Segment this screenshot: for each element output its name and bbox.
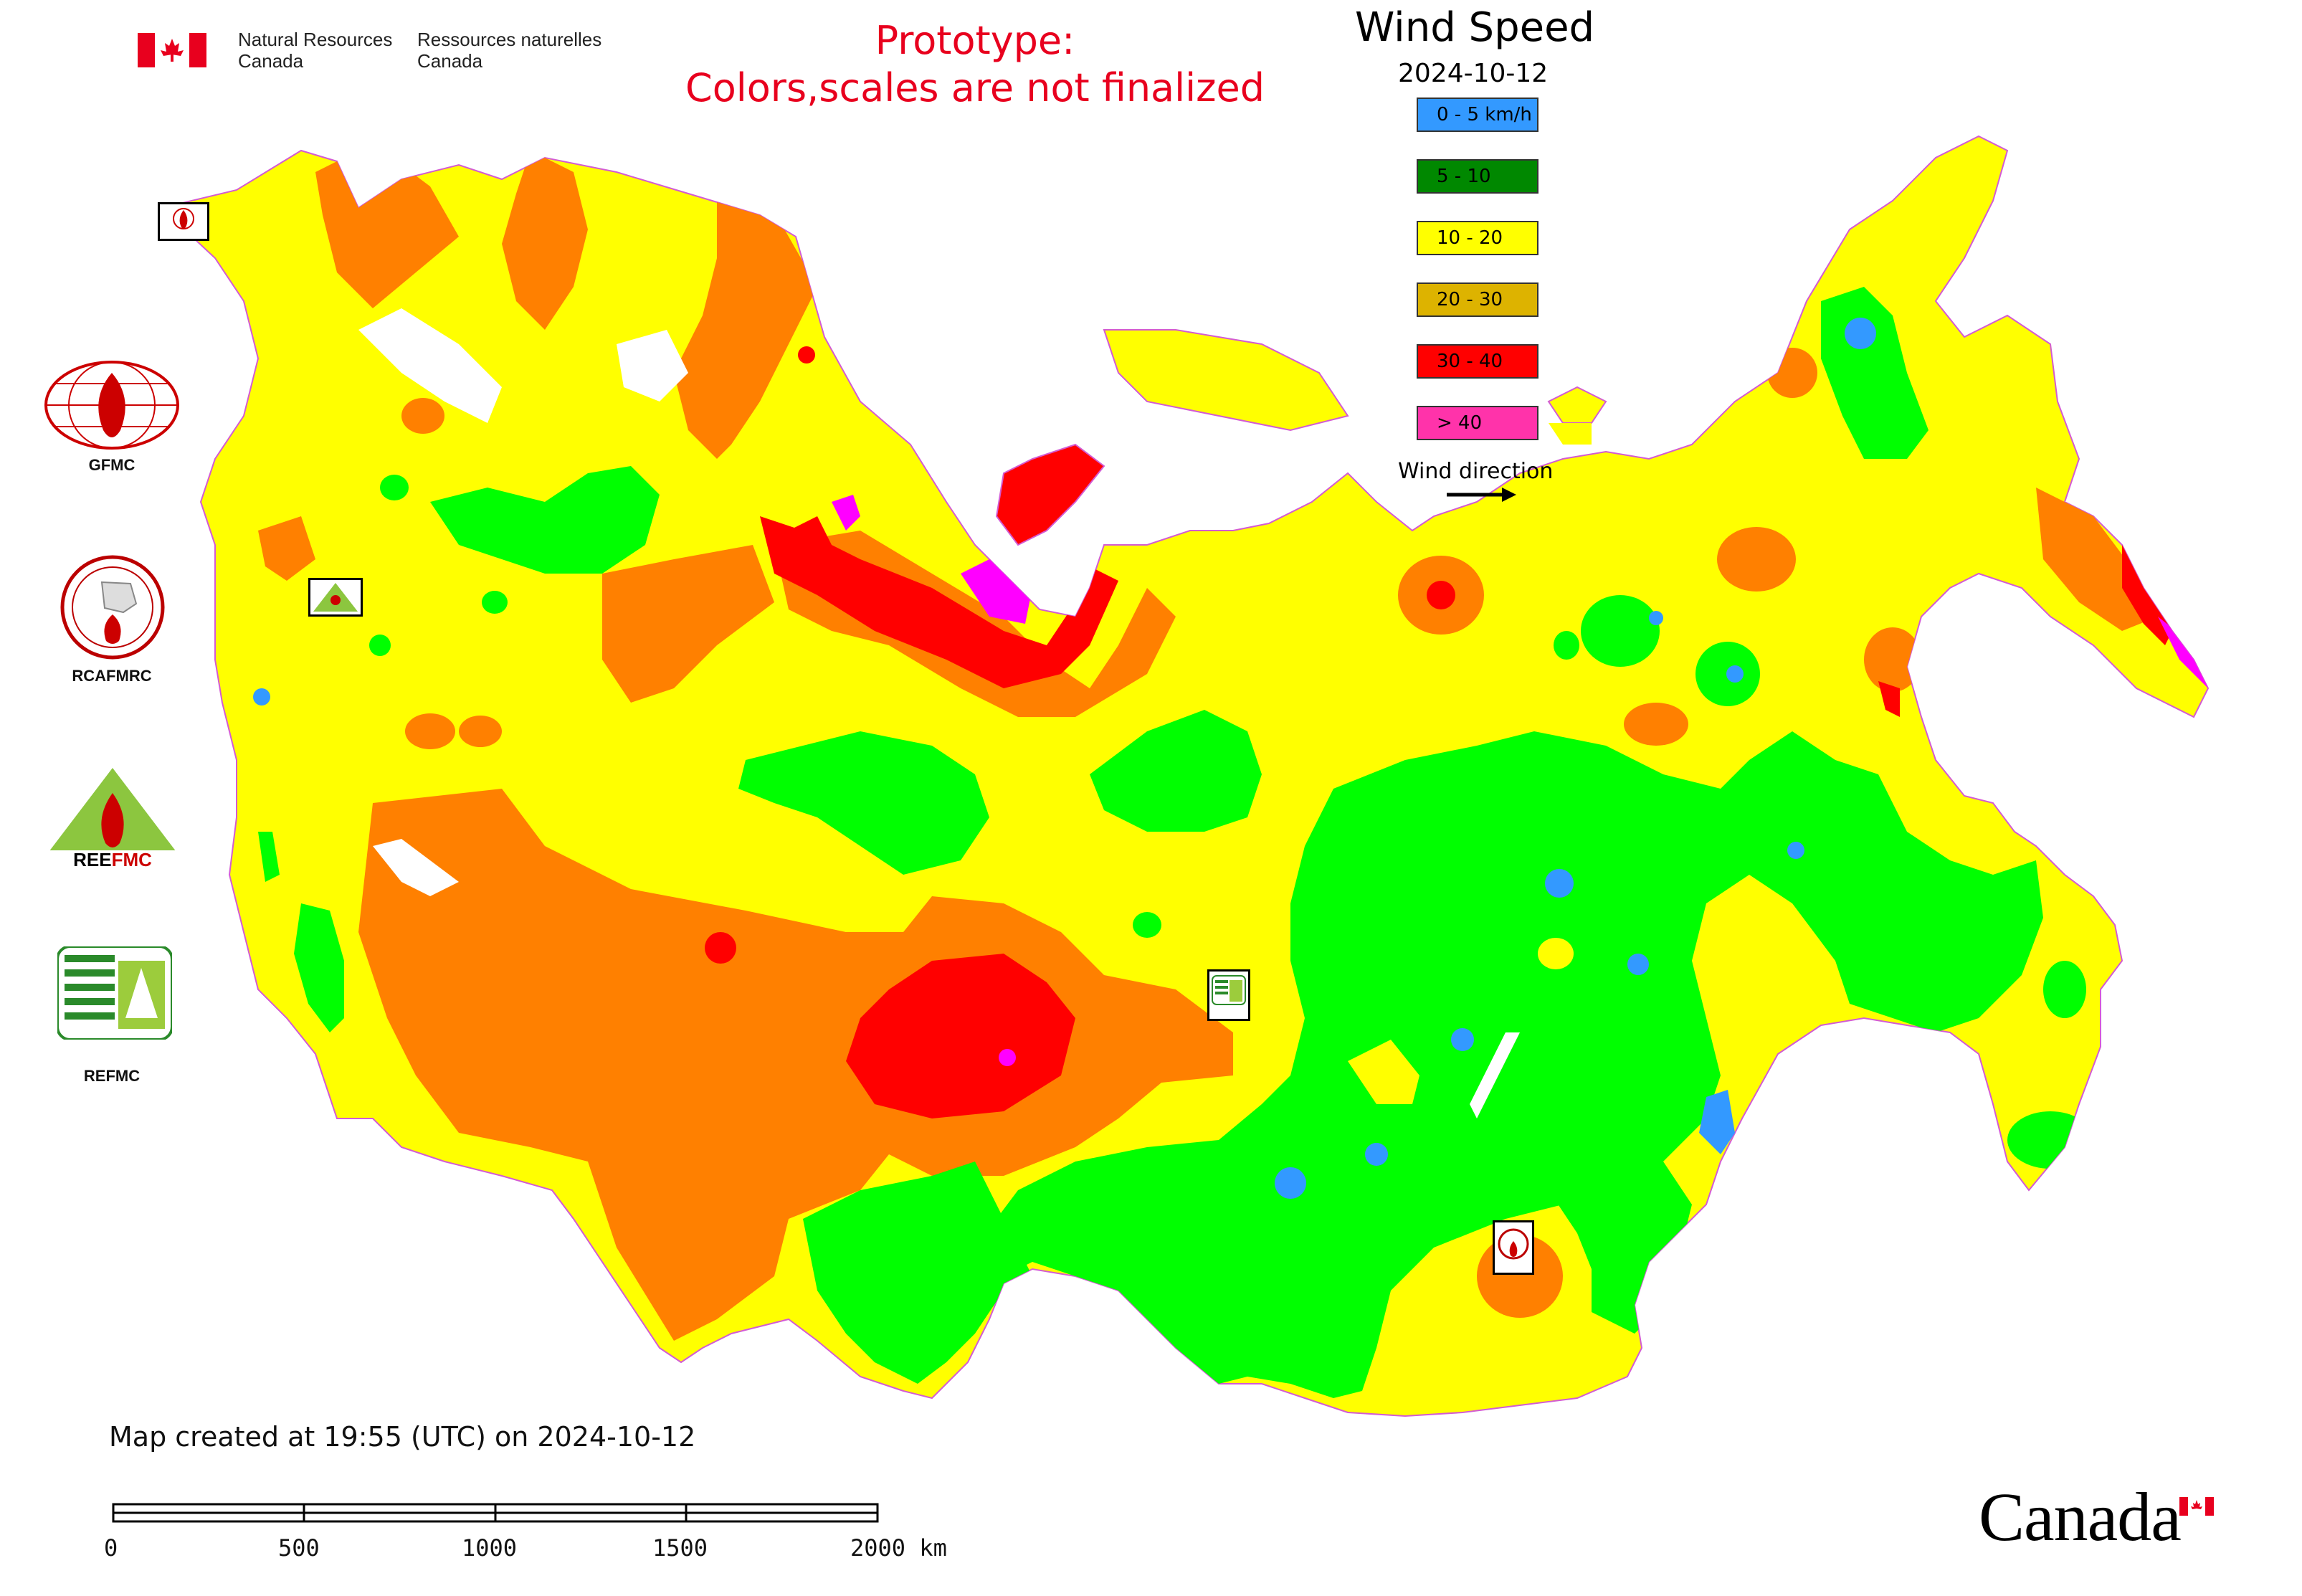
scale-label-500: 500 (278, 1534, 320, 1562)
wind-direction-label: Wind direction (1398, 459, 1554, 484)
canada-flag (138, 33, 206, 67)
map-title: Wind Speed (1355, 4, 1595, 51)
scale-label-1500: 1500 (652, 1534, 708, 1562)
legend-item-0: 0 - 5 km/h (1417, 98, 1538, 132)
scale-label-0: 0 (104, 1534, 118, 1562)
wind-direction-arrow (1447, 488, 1516, 502)
agency-name-fr: Ressources naturelles Canada (417, 29, 602, 72)
canada-wordmark: Canada (1979, 1478, 2182, 1555)
refmc-map-badge (1207, 969, 1250, 1021)
prototype-notice: Prototype: Colors,scales are not finaliz… (685, 18, 1265, 110)
legend-item-1: 5 - 10 (1417, 159, 1538, 194)
scale-label-2000: 2000 km (850, 1534, 947, 1562)
refmc-label: REFMC (83, 1067, 141, 1085)
agency-name-en: Natural Resources Canada (238, 29, 393, 72)
map-created-timestamp: Map created at 19:55 (UTC) on 2024-10-12 (109, 1421, 696, 1453)
legend-item-3: 20 - 30 (1417, 282, 1538, 317)
reefmc-logo: REEFMC (37, 764, 188, 872)
map-date: 2024-10-12 (1398, 59, 1549, 88)
legend-item-4: 30 - 40 (1417, 344, 1538, 379)
canada-wordmark-flag-icon (2179, 1497, 2214, 1516)
scale-bar (112, 1503, 879, 1523)
rcafmrc-label: RCAFMRC (72, 667, 152, 685)
gfmc-logo (40, 358, 184, 452)
rcafmrc-map-badge (1493, 1220, 1534, 1275)
svg-text:REEFMC: REEFMC (73, 849, 152, 870)
reefmc-map-badge (308, 578, 363, 617)
refmc-logo (56, 945, 173, 1041)
legend-item-2: 10 - 20 (1417, 221, 1538, 255)
legend-item-5: > 40 (1417, 406, 1538, 440)
scale-label-1000: 1000 (462, 1534, 518, 1562)
rcafmrc-logo (59, 554, 166, 661)
gfmc-label: GFMC (88, 456, 135, 474)
gfmc-map-badge (158, 202, 209, 241)
